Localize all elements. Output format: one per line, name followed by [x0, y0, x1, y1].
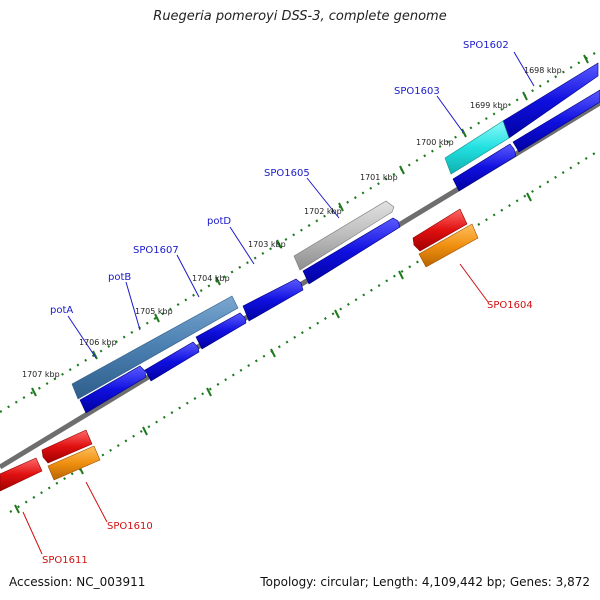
major-tick: [398, 270, 404, 280]
leader-line: [436, 95, 464, 133]
gene-label-spo1602[interactable]: SPO1602: [463, 40, 509, 51]
gene-label-spo1605[interactable]: SPO1605: [264, 168, 310, 179]
leader-line: [306, 177, 340, 219]
map-title: Ruegeria pomeroyi DSS-3, complete genome: [153, 9, 447, 24]
gene-spo1604-orange-feature[interactable]: [418, 223, 479, 268]
major-tick: [461, 128, 467, 138]
gene-label-spo1603[interactable]: SPO1603: [394, 86, 440, 97]
gene-label-spo1607[interactable]: SPO1607: [133, 245, 179, 256]
scale-label: 1706 kbp: [79, 338, 117, 347]
outer-tick-track: [0, 49, 600, 413]
major-tick: [526, 192, 532, 202]
gene-label-potd[interactable]: potD: [207, 216, 231, 227]
forward-gene-labels: SPO1602 SPO1603 SPO1605 potD SPO1607 pot…: [50, 40, 509, 316]
major-ticks-outer: [31, 54, 589, 397]
gene-spo1603-feature[interactable]: [444, 120, 510, 175]
leader-line: [85, 481, 108, 523]
scale-label: 1701 kbp: [360, 173, 398, 182]
gene-spo1611-red-feature[interactable]: [0, 457, 43, 492]
scale-label: 1698 kbp: [524, 66, 562, 75]
gene-label-spo1610[interactable]: SPO1610: [107, 521, 153, 532]
forward-label-leaders: [67, 51, 535, 359]
reverse-label-leaders: [22, 263, 489, 555]
scale-label: 1707 kbp: [22, 370, 60, 379]
major-tick: [142, 426, 148, 436]
gene-label-spo1604[interactable]: SPO1604: [487, 300, 533, 311]
major-tick: [31, 387, 37, 397]
gene-spo1610-red-arrow[interactable]: [41, 429, 93, 464]
gene-spo1607-arrow[interactable]: [195, 312, 247, 350]
major-tick: [522, 91, 528, 101]
major-tick: [154, 313, 160, 323]
leader-line: [176, 254, 200, 298]
gene-spo1604-red-arrow[interactable]: [412, 208, 468, 252]
scale-label: 1700 kbp: [416, 138, 454, 147]
gene-spo1607-feature[interactable]: [71, 295, 239, 400]
major-tick: [14, 504, 20, 514]
leader-line: [22, 511, 43, 555]
major-tick: [334, 309, 340, 319]
gene-spo1602-arrow[interactable]: [512, 89, 600, 153]
gene-label-potb[interactable]: potB: [108, 272, 131, 283]
reverse-gene-labels: SPO1604 SPO1610 SPO1611: [42, 300, 533, 566]
major-tick: [338, 202, 344, 212]
gene-pota-arrow[interactable]: [79, 365, 147, 414]
major-tick: [270, 348, 276, 358]
scale-label: 1705 kbp: [135, 307, 173, 316]
genome-summary-text: Topology: circular; Length: 4,109,442 bp…: [260, 575, 590, 589]
gene-label-spo1611[interactable]: SPO1611: [42, 555, 88, 566]
leader-line: [229, 226, 255, 265]
forward-strand-features: [71, 62, 599, 400]
scale-label: 1702 kbp: [304, 207, 342, 216]
scale-label: 1704 kbp: [192, 274, 230, 283]
gene-potb-arrow[interactable]: [144, 341, 200, 382]
major-tick: [276, 239, 282, 249]
leader-line: [67, 315, 97, 359]
accession-text: Accession: NC_003911: [9, 575, 146, 589]
gene-spo1610-orange-feature[interactable]: [47, 445, 101, 481]
gene-spo1603-arrow[interactable]: [452, 143, 517, 192]
major-tick: [215, 276, 221, 286]
leader-line: [125, 281, 141, 331]
major-tick: [399, 165, 405, 175]
leader-line: [459, 263, 489, 303]
scale-label: 1703 kbp: [248, 240, 286, 249]
major-tick: [583, 54, 589, 64]
major-tick: [206, 387, 212, 397]
gene-potd-arrow[interactable]: [242, 278, 304, 322]
inner-tick-track: [9, 149, 600, 513]
reverse-strand-features: [0, 208, 479, 492]
scale-labels: 1698 kbp 1699 kbp 1700 kbp 1701 kbp 1702…: [22, 66, 562, 379]
forward-gene-arrows: [79, 89, 600, 414]
scale-label: 1699 kbp: [470, 101, 508, 110]
gene-spo1605-arrow[interactable]: [302, 217, 401, 285]
gene-label-pota[interactable]: potA: [50, 305, 73, 316]
leader-line: [513, 51, 535, 87]
gene-spo1605-feature[interactable]: [293, 200, 395, 271]
